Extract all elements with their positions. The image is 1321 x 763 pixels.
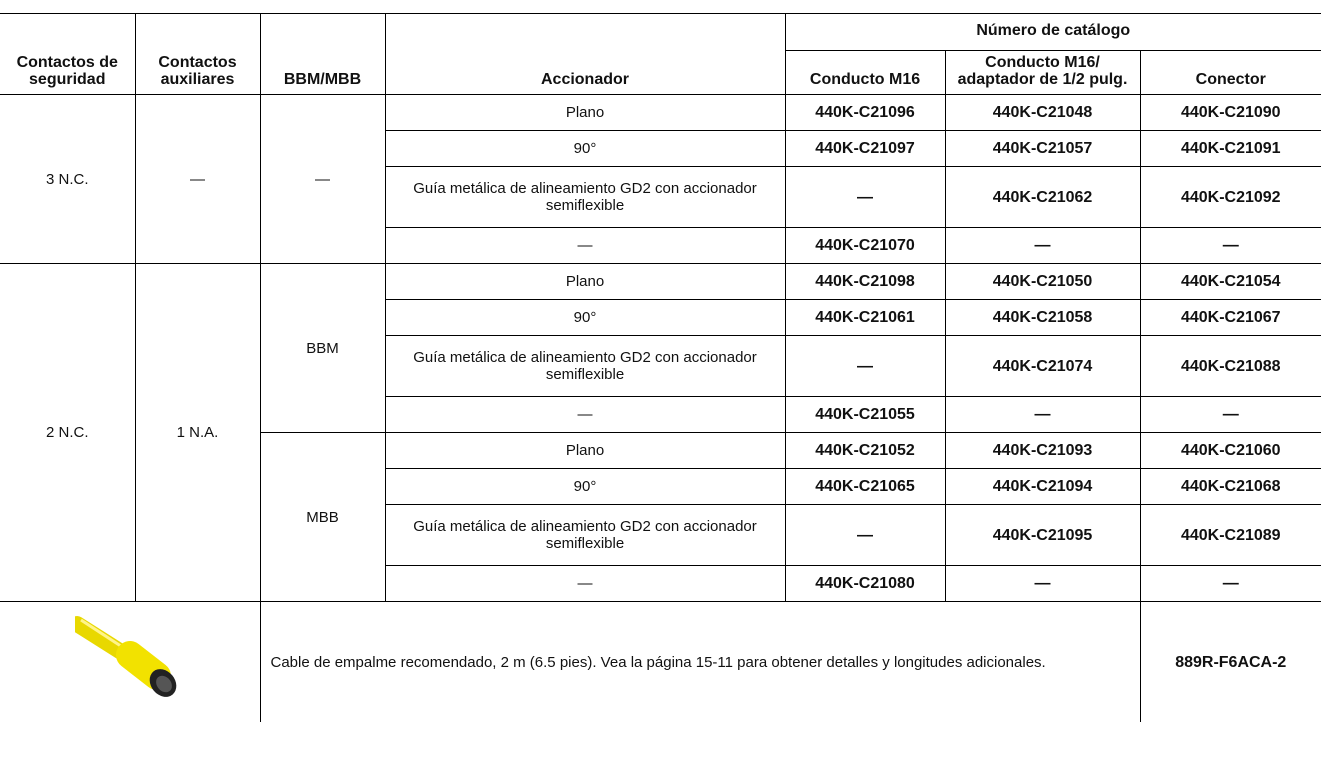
- actuator: Plano: [384, 432, 786, 469]
- table-row: Guía metálica de alineamiento GD2 con ac…: [0, 335, 1321, 397]
- catalog-number: 440K-C21068: [1139, 468, 1321, 505]
- catalog-number: 440K-C21094: [944, 468, 1141, 505]
- actuator: Guía metálica de alineamiento GD2 con ac…: [385, 335, 786, 397]
- catalog-number: 440K-C21061: [784, 299, 946, 336]
- column-header: Contactos auxiliares: [134, 13, 261, 95]
- actuator: 90°: [385, 468, 786, 505]
- catalog-number: 440K-C21065: [784, 468, 946, 505]
- table-row: 90° 440K-C21065 440K-C21094 440K-C21068: [0, 468, 1321, 505]
- safety-contacts: 3 N.C.: [0, 94, 136, 264]
- actuator: —: [385, 396, 786, 433]
- bbm-mbb: —: [259, 94, 386, 264]
- column-header: Conducto M16: [785, 50, 946, 95]
- actuator: 90°: [385, 130, 786, 167]
- catalog-number: —: [1139, 396, 1321, 433]
- group-header: Número de catálogo: [784, 13, 1321, 51]
- catalog-number: —: [944, 565, 1141, 602]
- table-row: 2 N.C. 1 N.A. BBM Plano 440K-C21098 440K-C210…: [0, 263, 1321, 602]
- catalog-number: —: [944, 396, 1141, 433]
- safety-contacts: 2 N.C.: [0, 263, 136, 602]
- table-row: Guía metálica de alineamiento GD2 con ac…: [0, 166, 1321, 228]
- catalog-number: 440K-C21080: [784, 565, 946, 602]
- auxiliary-contacts: —: [134, 94, 261, 264]
- cable-description: Cable de empalme recomendado, 2 m (6.5 p…: [259, 601, 1141, 722]
- table-row: MBB Plano 440K-C21052 440K-C21093 440K-C2106…: [0, 432, 1321, 602]
- catalog-number: 440K-C21089: [1139, 504, 1321, 566]
- table-row: Guía metálica de alineamiento GD2 con ac…: [0, 504, 1321, 566]
- cable-image: [68, 616, 177, 697]
- actuator: —: [385, 565, 786, 602]
- catalog-number: 440K-C21067: [1139, 299, 1321, 336]
- catalog-number: 440K-C21055: [784, 396, 946, 433]
- document: Contactos de seguridad Contactos auxiliar…: [0, 13, 1321, 722]
- catalog-number: 440K-C21048: [944, 94, 1141, 131]
- catalog-number: 440K-C21052: [784, 432, 946, 469]
- catalog-number: 440K-C21097: [784, 130, 946, 167]
- actuator: Plano: [384, 263, 786, 300]
- catalog-number: 440K-C21096: [784, 94, 946, 131]
- catalog-number: 440K-C21054: [1139, 263, 1321, 300]
- catalog-number: 440K-C21092: [1139, 166, 1321, 228]
- catalog-table: Contactos de seguridad Contactos auxiliar…: [0, 13, 1321, 722]
- catalog-number: —: [1139, 565, 1321, 602]
- catalog-number: 440K-C21093: [944, 432, 1141, 469]
- catalog-number: —: [784, 504, 946, 566]
- catalog-number: 440K-C21057: [944, 130, 1141, 167]
- header-row: Contactos de seguridad Contactos auxiliar…: [0, 13, 1321, 95]
- actuator: —: [385, 227, 786, 264]
- actuator: 90°: [385, 299, 786, 336]
- catalog-number: 440K-C21058: [944, 299, 1141, 336]
- cable-image-cell: [0, 601, 261, 722]
- catalog-number: 440K-C21090: [1139, 94, 1321, 131]
- table-row: —440K-C21080— —: [0, 565, 1321, 602]
- column-header: Conducto M16/ adaptador de 1/2 pulg.: [944, 50, 1141, 95]
- footer-row: Cable de empalme recomendado, 2 m (6.5 p…: [0, 601, 1321, 722]
- column-header: Accionador: [384, 13, 786, 95]
- table-row: —440K-C21055— —: [0, 396, 1321, 433]
- catalog-number: 440K-C21098: [784, 263, 946, 300]
- bbm-mbb: BBM: [259, 263, 386, 433]
- catalog-number: 440K-C21050: [944, 263, 1141, 300]
- table-row: 90° 440K-C21097 440K-C21057 440K-C21091: [0, 130, 1321, 167]
- catalog-number: 440K-C21060: [1139, 432, 1321, 469]
- bbm-mbb: MBB: [260, 432, 386, 602]
- catalog-number: —: [784, 335, 946, 397]
- catalog-number: 440K-C21088: [1139, 335, 1321, 397]
- column-header: Contactos de seguridad: [0, 13, 136, 95]
- table-row: 3 N.C. — — Plano 440K-C21096 440K-C21048 440K-…: [0, 94, 1321, 264]
- catalog-number: —: [1139, 227, 1321, 264]
- actuator: Guía metálica de alineamiento GD2 con ac…: [385, 504, 786, 566]
- column-header: Conector: [1139, 50, 1321, 95]
- actuator: Guía metálica de alineamiento GD2 con ac…: [385, 166, 786, 228]
- catalog-number: 440K-C21091: [1139, 130, 1321, 167]
- actuator: Plano: [384, 94, 786, 131]
- catalog-number: —: [944, 227, 1141, 264]
- auxiliary-contacts: 1 N.A.: [134, 263, 261, 602]
- catalog-number: 440K-C21070: [784, 227, 946, 264]
- catalog-number: 440K-C21074: [944, 335, 1141, 397]
- cable-catalog-number: 889R-F6ACA-2: [1139, 601, 1321, 722]
- catalog-number: 440K-C21095: [944, 504, 1141, 566]
- catalog-number: —: [784, 166, 946, 228]
- column-header: BBM/MBB: [259, 13, 386, 95]
- catalog-number: 440K-C21062: [944, 166, 1141, 228]
